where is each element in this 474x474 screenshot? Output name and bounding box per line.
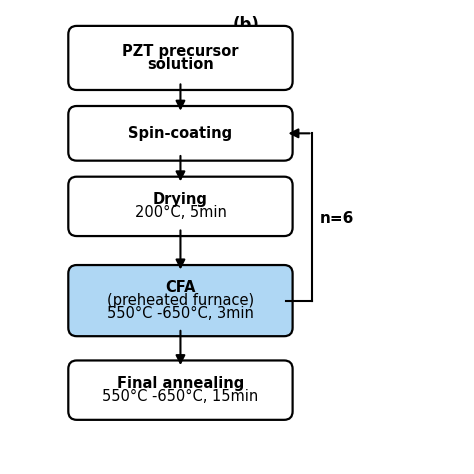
Text: 200°C, 5min: 200°C, 5min [135,205,227,220]
Text: n=6: n=6 [319,210,354,226]
Text: 550°C -650°C, 15min: 550°C -650°C, 15min [102,389,259,404]
Text: CFA: CFA [165,280,196,295]
FancyBboxPatch shape [68,106,292,161]
Text: Drying: Drying [153,192,208,207]
FancyBboxPatch shape [68,177,292,236]
Text: solution: solution [147,57,214,72]
Text: (b): (b) [233,16,260,34]
FancyBboxPatch shape [68,360,292,420]
Text: Spin-coating: Spin-coating [128,126,233,141]
Text: 550°C -650°C, 3min: 550°C -650°C, 3min [107,306,254,321]
FancyBboxPatch shape [68,265,292,336]
Text: Final annealing: Final annealing [117,376,244,391]
FancyBboxPatch shape [68,26,292,90]
Text: PZT precursor: PZT precursor [122,44,239,59]
Text: (preheated furnace): (preheated furnace) [107,293,254,308]
